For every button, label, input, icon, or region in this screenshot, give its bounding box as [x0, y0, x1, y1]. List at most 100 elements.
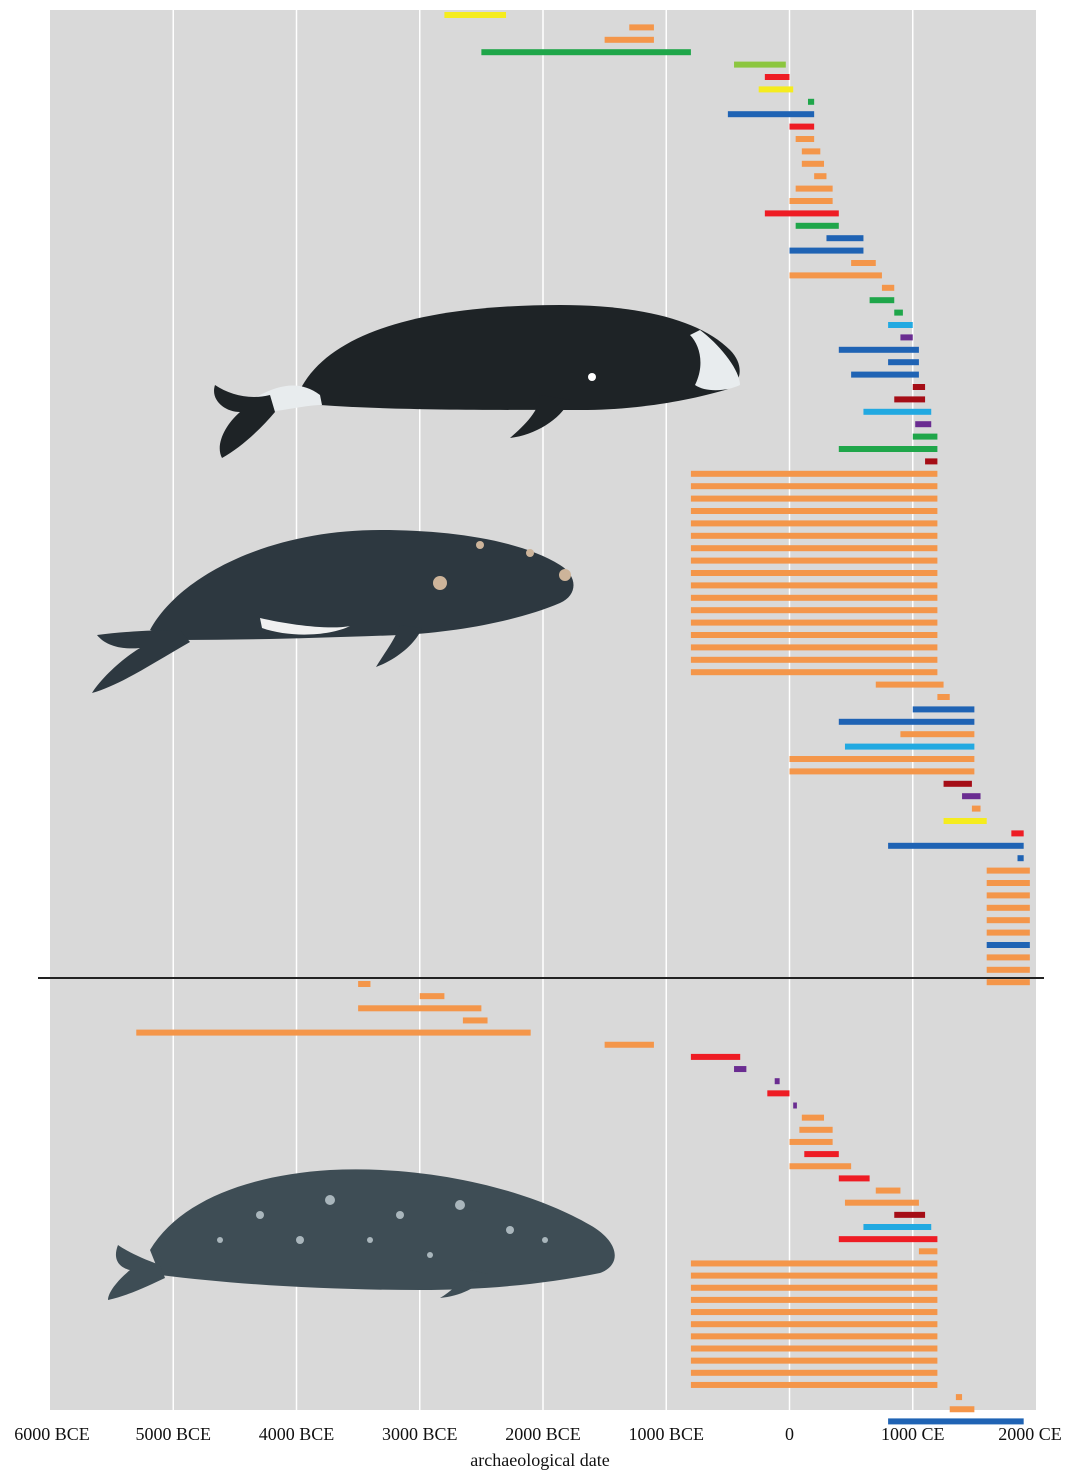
range-bar	[774, 1078, 780, 1085]
range-bar	[1017, 855, 1024, 862]
range-bar	[925, 458, 938, 465]
range-bar	[986, 867, 1030, 874]
range-bar	[795, 136, 815, 142]
range-bar	[789, 247, 864, 254]
range-bar	[789, 1163, 852, 1170]
range-bar	[690, 632, 938, 638]
range-bar	[801, 1114, 825, 1121]
right-whale-illustration	[92, 530, 574, 693]
range-bar	[937, 694, 950, 700]
range-bar	[804, 1151, 839, 1158]
x-tick-label: 1000 CE	[881, 1424, 945, 1444]
range-bar	[690, 619, 938, 626]
range-bar	[1011, 830, 1024, 837]
range-bar	[962, 793, 981, 800]
range-bar	[789, 272, 882, 279]
range-bar	[986, 904, 1030, 911]
x-tick-label: 2000 BCE	[505, 1424, 581, 1444]
range-bar	[986, 929, 1030, 936]
x-tick-label: 1000 BCE	[628, 1424, 704, 1444]
range-bar	[875, 1187, 901, 1194]
gridlines	[172, 10, 914, 1410]
range-bar	[358, 1005, 482, 1012]
range-bar	[690, 1381, 938, 1388]
x-tick-label: 3000 BCE	[382, 1424, 458, 1444]
x-tick-label: 0	[785, 1424, 794, 1444]
range-bar	[462, 1017, 488, 1024]
range-bar	[838, 718, 975, 725]
range-bar	[604, 1041, 654, 1048]
x-tick-label: 4000 BCE	[259, 1424, 335, 1444]
range-bar	[986, 966, 1030, 973]
range-bar	[894, 1211, 926, 1218]
range-bar	[690, 532, 938, 539]
range-bar	[444, 12, 507, 18]
range-bar	[807, 98, 815, 105]
bowhead-whale-illustration	[214, 305, 740, 458]
range-bar	[986, 954, 1030, 961]
bars-top-panel	[444, 12, 1030, 986]
range-bar	[900, 334, 913, 341]
range-bar	[888, 322, 913, 328]
range-bar	[690, 1272, 938, 1279]
range-bar	[690, 1345, 938, 1352]
range-bar	[912, 706, 975, 713]
bars-bottom-panel	[136, 981, 1024, 1425]
range-bar	[690, 644, 938, 651]
range-bar	[690, 520, 938, 527]
range-bar	[986, 880, 1030, 886]
range-bar	[799, 1126, 833, 1133]
range-bar	[690, 508, 938, 514]
range-bar	[801, 160, 825, 167]
range-bar	[690, 470, 938, 477]
range-bar	[690, 669, 938, 676]
range-bar	[912, 384, 926, 390]
range-bar	[844, 1199, 919, 1206]
range-bar	[943, 780, 972, 787]
range-bar	[690, 607, 938, 614]
x-axis-tick-labels: 6000 BCE 5000 BCE 4000 BCE 3000 BCE 2000 BCE…	[14, 1424, 1062, 1444]
range-bar	[971, 805, 981, 812]
range-bar	[838, 1236, 938, 1243]
range-bar	[690, 557, 938, 564]
range-bar	[838, 446, 938, 452]
range-bar	[629, 24, 654, 31]
range-bar	[789, 1138, 833, 1145]
range-bar	[986, 917, 1030, 924]
range-bar	[943, 818, 987, 824]
range-bar	[900, 731, 975, 738]
range-bar	[894, 396, 926, 403]
range-bar	[949, 1406, 975, 1413]
range-bar	[789, 756, 975, 762]
range-bar	[888, 842, 1024, 849]
x-axis-title: archaeological date	[470, 1450, 609, 1470]
range-bar	[690, 1260, 938, 1267]
range-bar	[734, 1066, 747, 1073]
range-bar	[136, 1029, 531, 1036]
range-bar	[894, 309, 903, 316]
range-bar	[727, 111, 815, 118]
range-bar	[419, 993, 445, 1000]
x-tick-label: 5000 BCE	[135, 1424, 211, 1444]
range-bar	[358, 981, 371, 987]
x-tick-label: 6000 BCE	[14, 1424, 90, 1444]
range-bar	[838, 1175, 870, 1182]
range-bar	[986, 892, 1030, 899]
range-bar	[838, 346, 919, 353]
range-bar	[690, 1309, 938, 1316]
range-bar	[690, 1053, 741, 1060]
range-bar	[844, 743, 975, 750]
range-bar	[764, 210, 839, 217]
range-bar	[851, 371, 919, 378]
range-bar	[690, 656, 938, 663]
range-bar	[875, 681, 944, 688]
range-bar	[758, 86, 794, 93]
range-bar	[767, 1090, 790, 1097]
range-bar	[795, 222, 839, 229]
range-bar	[801, 148, 821, 155]
range-bar	[690, 483, 938, 490]
range-bar	[789, 123, 815, 130]
range-bar	[814, 173, 827, 180]
range-bar	[986, 942, 1030, 948]
range-bar	[955, 1394, 963, 1401]
